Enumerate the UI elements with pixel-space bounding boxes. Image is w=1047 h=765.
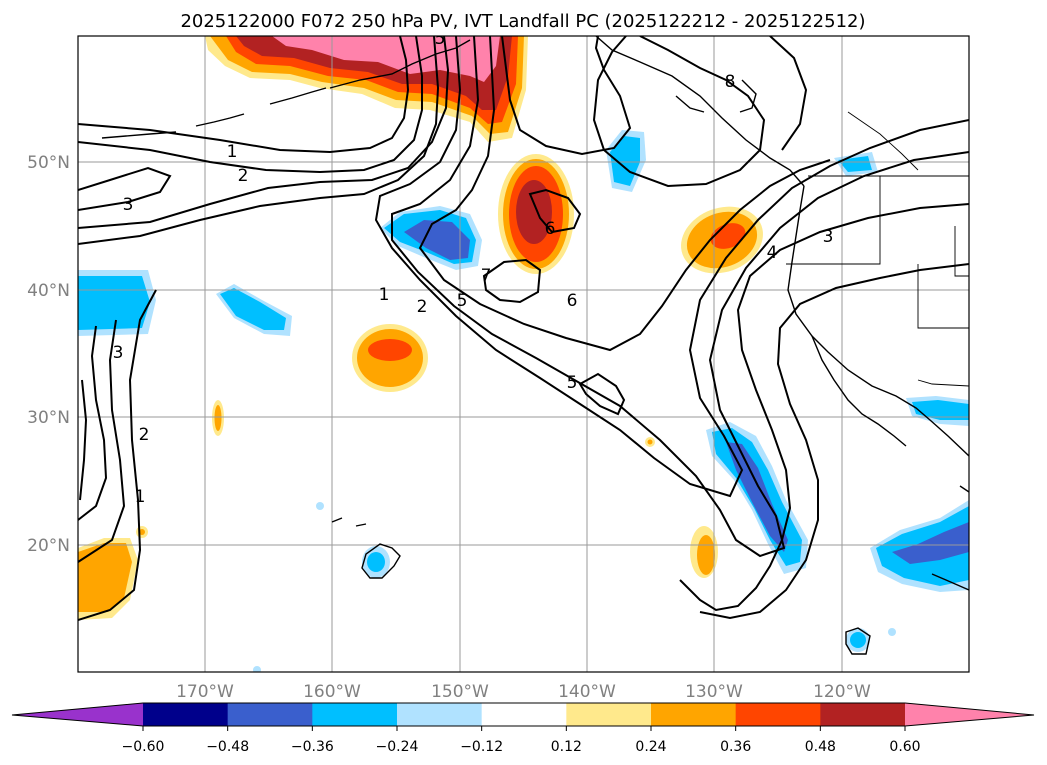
lon-label: 130°W: [685, 682, 743, 702]
colorbar-tick-label: −0.24: [376, 739, 419, 755]
lat-label: 50°N: [27, 153, 70, 173]
contour-label: 6: [567, 291, 578, 311]
colorbar-cell: [143, 703, 229, 726]
contour-label: 7: [481, 266, 492, 286]
colorbar: −0.60 −0.48 −0.36 −0.24 −0.12 0.12 0.24 0.36 0.4…: [11, 702, 1035, 755]
colorbar-cell: [481, 703, 567, 726]
contour-label: 1: [135, 487, 146, 507]
lon-label: 120°W: [813, 682, 871, 702]
colorbar-tick-label: 0.60: [889, 739, 920, 755]
lon-label: 170°W: [176, 682, 234, 702]
longitude-labels: 170°W 160°W 150°W 140°W 130°W 120°W: [176, 682, 871, 702]
contour-label: 2: [238, 166, 249, 186]
contour-label: 3: [823, 227, 834, 247]
contour-label: 4: [767, 243, 778, 263]
colorbar-cell: [312, 703, 398, 726]
colorbar-tick-label: −0.12: [460, 739, 503, 755]
lon-label: 160°W: [303, 682, 361, 702]
colorbar-cell: [397, 703, 483, 726]
contour-label: 5: [457, 291, 468, 311]
colorbar-cell: [820, 703, 906, 726]
colorbar-extend-low: [12, 703, 143, 726]
colorbar-tick-label: 0.36: [720, 739, 751, 755]
contour-label: 1: [227, 142, 238, 162]
contour-label: 1: [379, 285, 390, 305]
map-frame: [77, 35, 970, 673]
contour-label: 8: [725, 72, 736, 92]
contour-label: 6: [545, 219, 556, 239]
pv-contours: [78, 36, 969, 621]
colorbar-tick-label: −0.36: [291, 739, 334, 755]
latitude-labels: 50°N 40°N 30°N 20°N: [27, 153, 70, 556]
contour-label: 2: [139, 425, 150, 445]
contour-label: 5: [567, 373, 578, 393]
lon-label: 150°W: [431, 682, 489, 702]
lat-label: 20°N: [27, 536, 70, 556]
contour-label: 3: [123, 195, 134, 215]
figure-title: 2025122000 F072 250 hPa PV, IVT Landfall…: [180, 11, 865, 32]
contour-label: 2: [417, 297, 428, 317]
colorbar-extend-high: [905, 703, 1034, 726]
colorbar-cell: [566, 703, 652, 726]
colorbar-tick-label: −0.48: [206, 739, 249, 755]
contour-label: 5: [435, 29, 446, 49]
colorbar-cell: [651, 703, 737, 726]
colorbar-tick-label: 0.12: [551, 739, 582, 755]
colorbar-tick-label: 0.24: [635, 739, 666, 755]
colorbar-cell: [735, 703, 821, 726]
lat-label: 40°N: [27, 281, 70, 301]
map-area: 1 2 3 1 2 5 6 7 6 5 4 3 8 3 2 1 5: [78, 29, 969, 672]
positive-anomaly-alaska-pink: [272, 36, 500, 82]
contour-labels: 1 2 3 1 2 5 6 7 6 5 4 3 8 3 2 1 5: [113, 29, 834, 507]
lat-label: 30°N: [27, 408, 70, 428]
contour-label: 3: [113, 343, 124, 363]
gridlines: [78, 36, 969, 672]
colorbar-tick-label: −0.60: [122, 739, 165, 755]
colorbar-tick-label: 0.48: [805, 739, 836, 755]
ivt-shading: [78, 36, 969, 672]
colorbar-cell: [227, 703, 313, 726]
lon-label: 140°W: [558, 682, 616, 702]
